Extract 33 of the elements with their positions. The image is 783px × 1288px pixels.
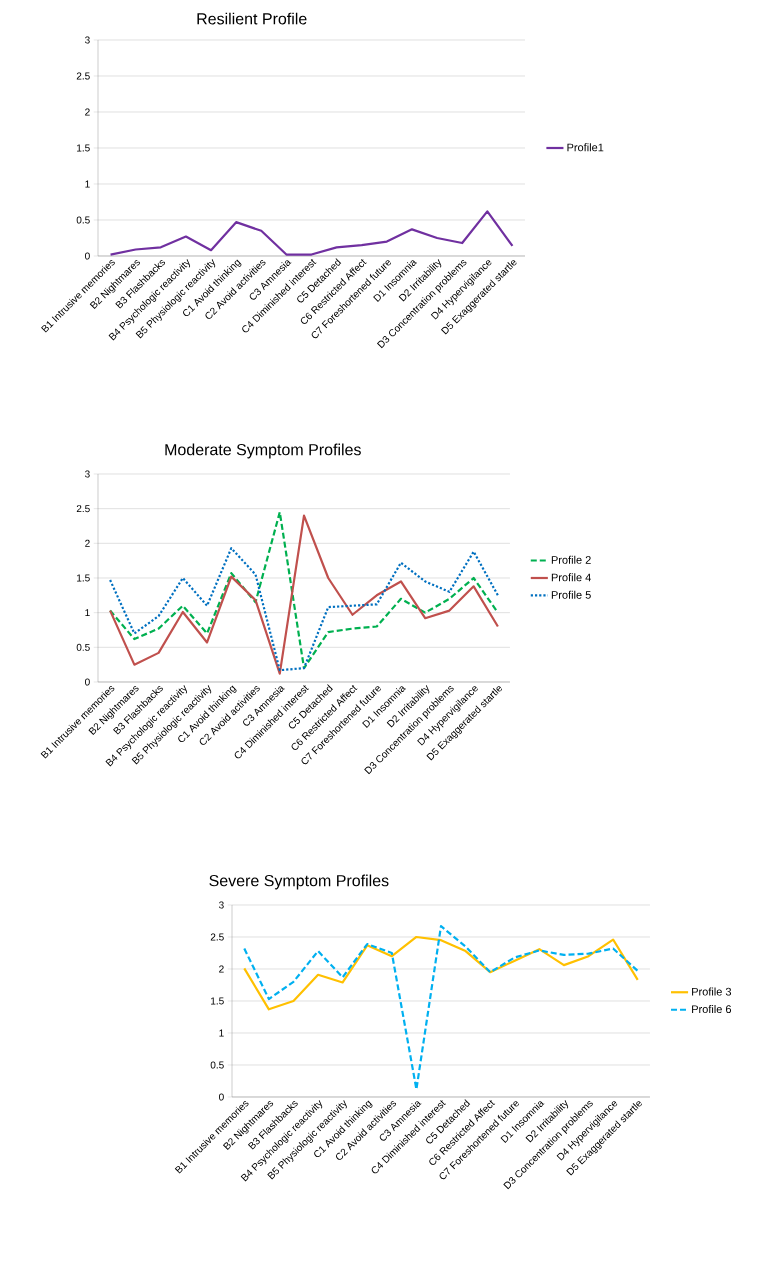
line-series bbox=[109, 210, 514, 256]
line-series bbox=[243, 925, 639, 1091]
chart-title: Severe Symptom Profiles bbox=[209, 874, 389, 890]
chart-title: Moderate Symptom Profiles bbox=[165, 443, 361, 459]
legend-label: Profile 4 bbox=[551, 573, 591, 582]
y-tick-label: 1.5 bbox=[77, 144, 90, 152]
legend-label: Profile 2 bbox=[551, 555, 591, 564]
y-tick-label: 1 bbox=[85, 180, 90, 188]
y-tick-label: 2 bbox=[85, 108, 90, 116]
y-tick-label: 1 bbox=[219, 1029, 224, 1037]
y-tick-label: 2 bbox=[219, 965, 224, 973]
y-tick-label: 2.5 bbox=[210, 933, 224, 941]
y-tick-label: 1.5 bbox=[211, 997, 224, 1005]
y-tick-label: 1 bbox=[85, 609, 90, 617]
y-tick-label: 0 bbox=[85, 252, 90, 260]
y-tick-label: 3 bbox=[85, 36, 90, 44]
y-tick-label: 0.5 bbox=[210, 1061, 224, 1069]
y-tick-label: 0.5 bbox=[76, 216, 90, 224]
line-series bbox=[243, 935, 639, 1011]
legend-label: Profile 6 bbox=[692, 1005, 732, 1014]
y-tick-label: 3 bbox=[85, 470, 90, 478]
y-tick-label: 3 bbox=[219, 901, 224, 909]
legend-label: Profile1 bbox=[567, 143, 604, 152]
y-tick-label: 2.5 bbox=[76, 72, 90, 80]
y-tick-label: 2.5 bbox=[76, 505, 90, 513]
legend-label: Profile 5 bbox=[551, 590, 591, 599]
y-tick-label: 0.5 bbox=[76, 643, 90, 651]
y-tick-label: 0 bbox=[219, 1093, 224, 1101]
y-tick-label: 1.5 bbox=[77, 574, 90, 582]
legend-label: Profile 3 bbox=[692, 987, 732, 996]
chart-title: Resilient Profile bbox=[197, 12, 307, 25]
y-tick-label: 2 bbox=[85, 539, 90, 547]
y-tick-label: 0 bbox=[85, 678, 90, 686]
